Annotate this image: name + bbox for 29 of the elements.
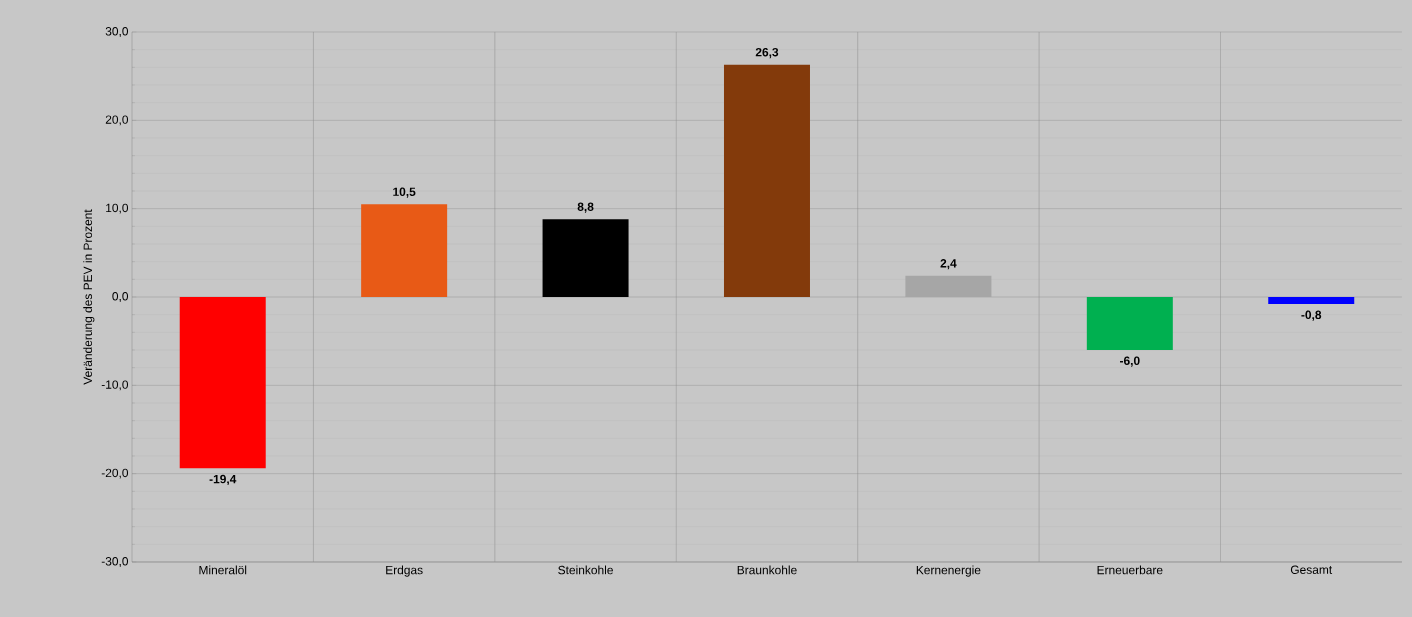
x-tick-label: Kernenergie (916, 565, 981, 577)
bar (179, 296, 266, 469)
bar (905, 275, 992, 297)
x-tick-label: Erneuerbare (1097, 565, 1163, 575)
bar (1268, 296, 1355, 305)
data-label: -6,0 (1119, 356, 1140, 367)
bar (361, 204, 448, 297)
y-tick-label: -20,0 (101, 468, 129, 479)
bar (723, 64, 810, 297)
data-label: 26,3 (755, 47, 779, 59)
y-tick-label: -30,0 (101, 557, 129, 567)
x-tick-label: Erdgas (386, 565, 423, 577)
y-axis-title: Veränderung des PEV in Prozent (83, 209, 95, 385)
bar (1086, 296, 1173, 350)
y-tick-label: -10,0 (101, 380, 129, 391)
y-tick-label: 20,0 (105, 115, 129, 126)
x-tick-label: Braunkohle (737, 565, 797, 575)
data-label: 8,8 (577, 202, 594, 213)
data-label: 2,4 (940, 259, 957, 270)
x-tick-label: Steinkohle (558, 565, 613, 575)
y-tick-label: 0,0 (112, 292, 129, 302)
bar (542, 219, 629, 297)
data-label: -19,4 (209, 474, 237, 486)
x-tick-label: Gesamt (1290, 565, 1333, 574)
x-tick-label: Mineralöl (199, 565, 247, 575)
y-tick-label: 30,0 (105, 27, 129, 37)
data-label: -0,8 (1301, 310, 1322, 321)
data-label: 10,5 (393, 187, 416, 198)
y-tick-label: 10,0 (106, 203, 129, 214)
